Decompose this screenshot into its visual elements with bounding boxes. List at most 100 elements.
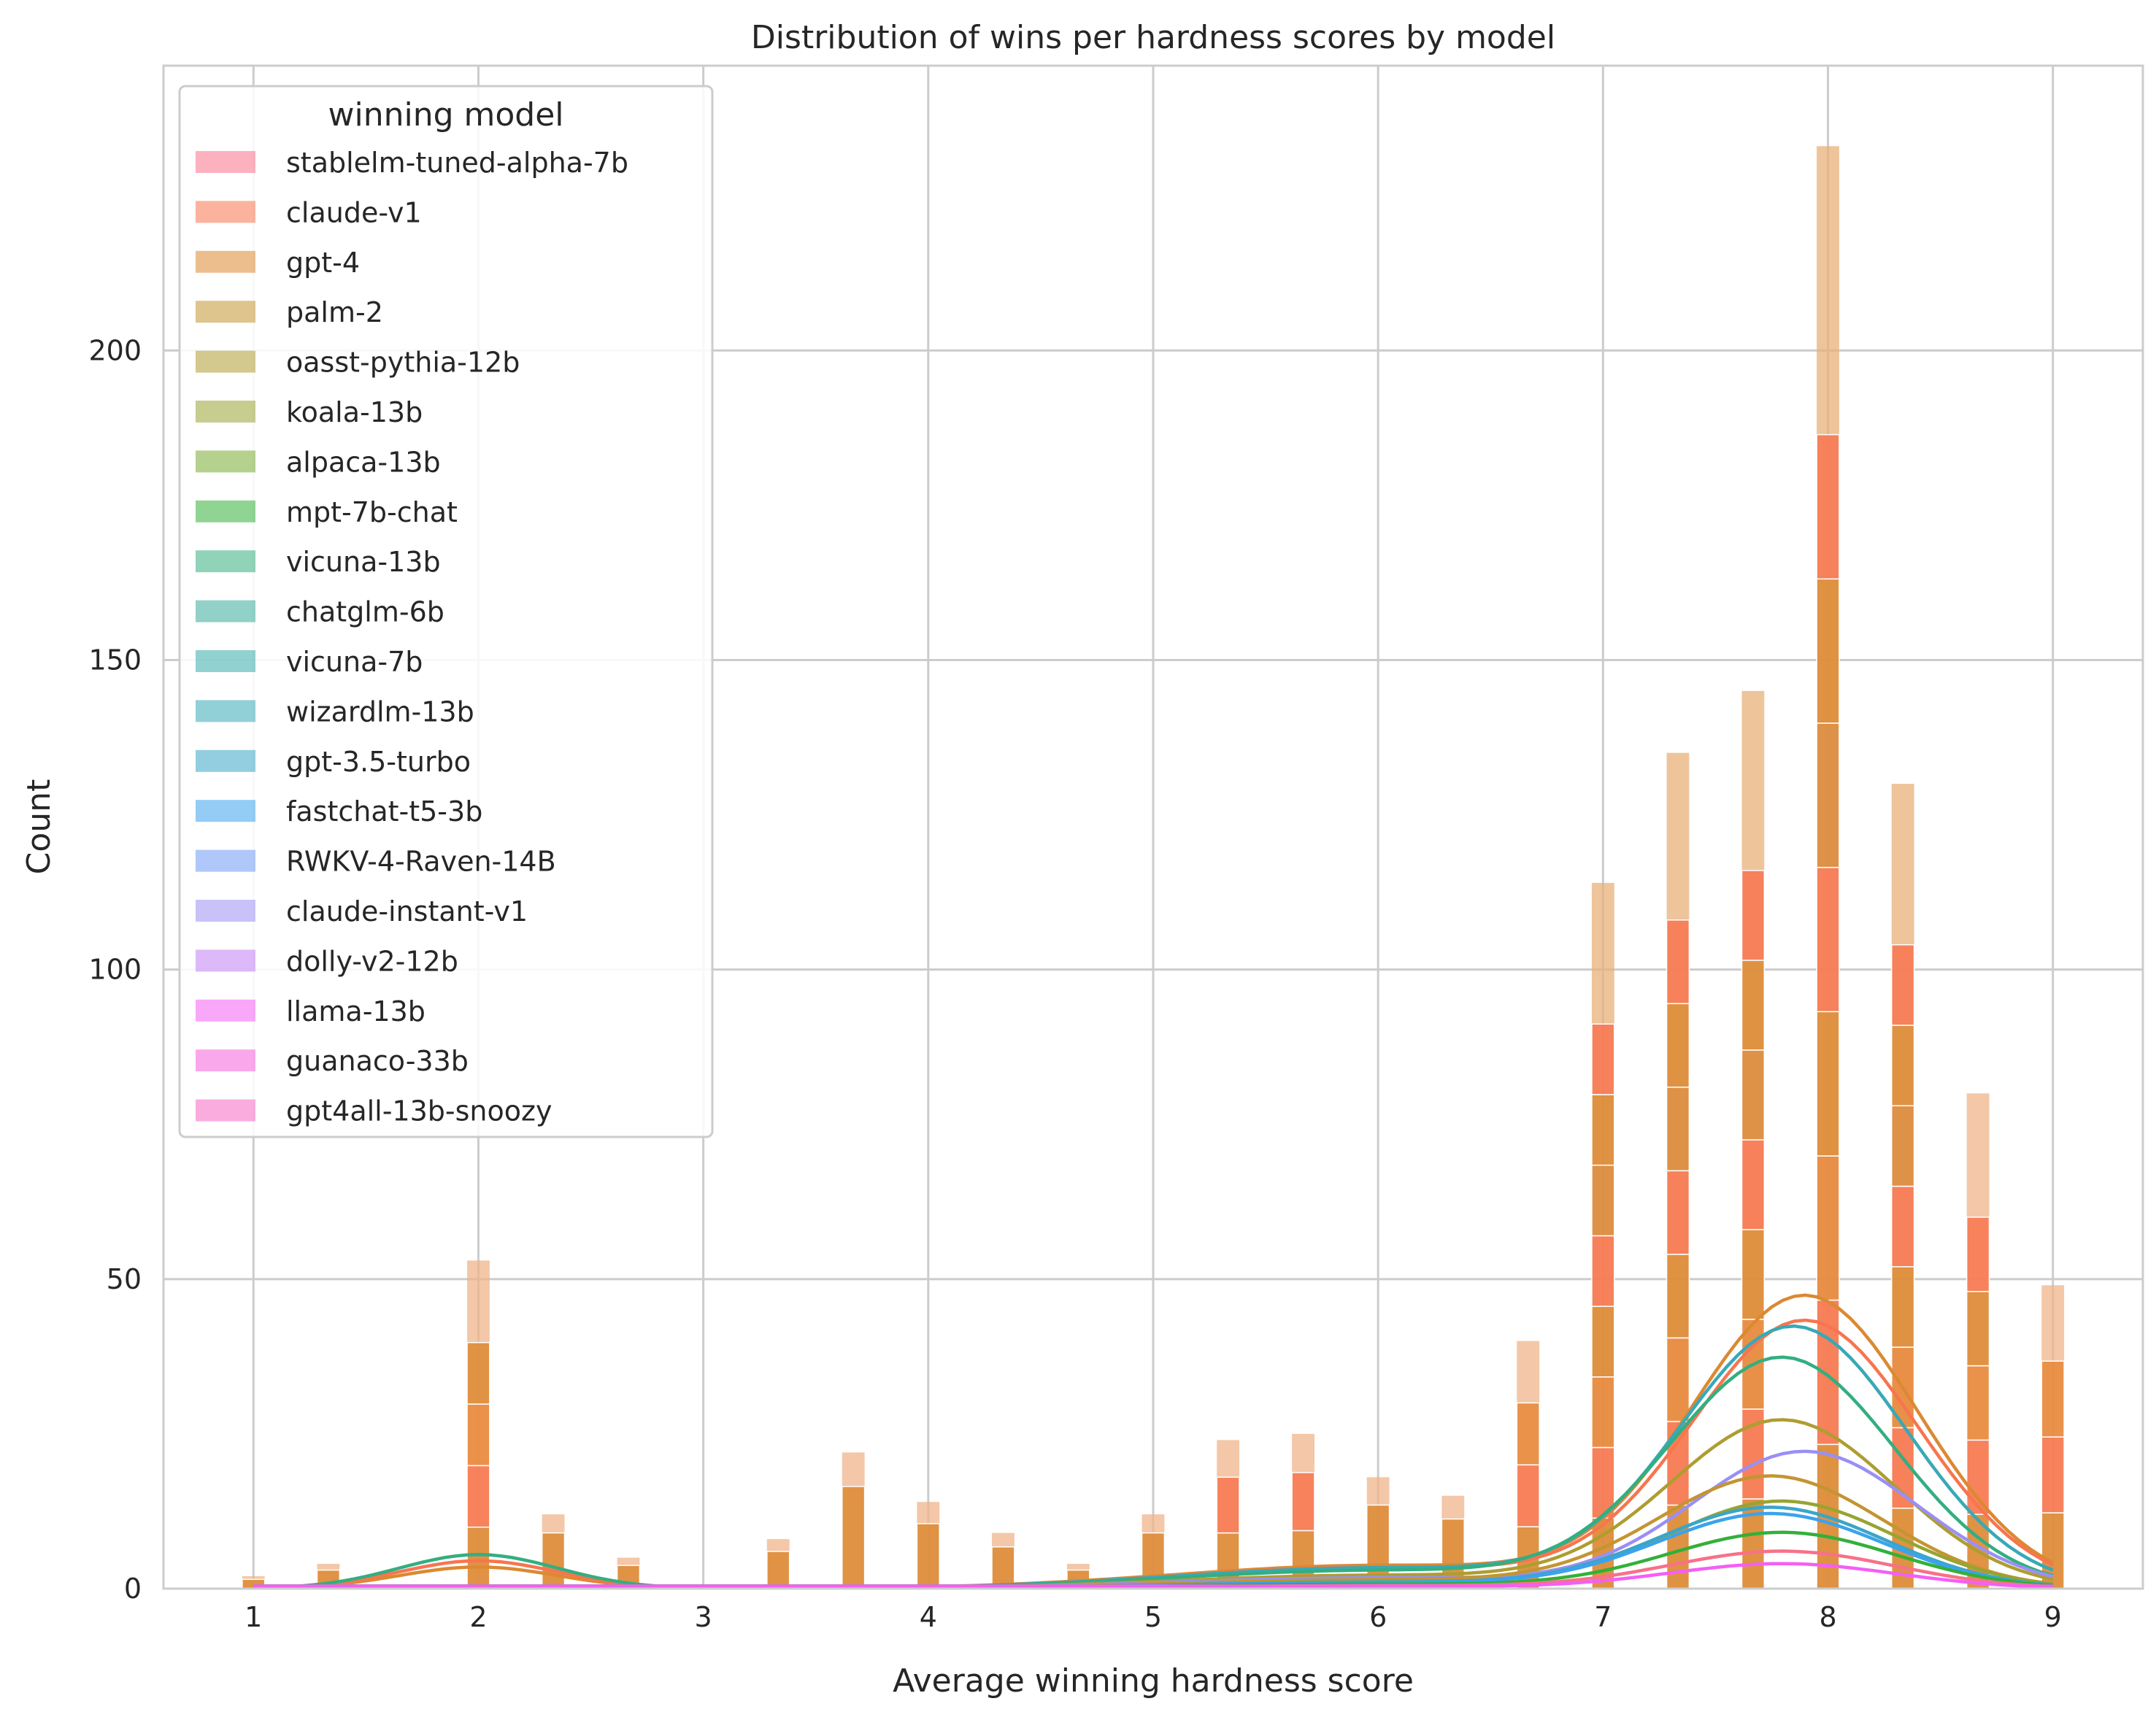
legend-label: koala-13b: [286, 396, 423, 428]
histogram-bar-segment: [1666, 1337, 1690, 1422]
histogram-bar-segment: [1966, 1365, 1990, 1441]
y-axis-label: Count: [20, 779, 58, 875]
histogram-bar-segment: [1966, 1291, 1990, 1367]
histogram-bar-segment: [1291, 1472, 1315, 1532]
x-tick-label: 4: [920, 1601, 937, 1633]
histogram-bar-segment: [1216, 1476, 1240, 1534]
y-tick-label: 0: [124, 1573, 142, 1605]
legend-label: stablelm-tuned-alpha-7b: [286, 147, 628, 179]
legend-swatch: [196, 550, 255, 573]
legend-label: gpt-4: [286, 247, 360, 279]
x-tick-label: 9: [2044, 1601, 2062, 1633]
y-tick-label: 100: [88, 954, 142, 986]
histogram-bar-segment: [1666, 1170, 1690, 1255]
histogram-bar-segment: [766, 1551, 790, 1589]
x-tick-label: 5: [1144, 1601, 1162, 1633]
histogram-bar-segment: [466, 1526, 490, 1589]
chart-title: Distribution of wins per hardness scores…: [751, 19, 1555, 56]
legend-swatch: [196, 1049, 255, 1072]
legend-swatch: [196, 849, 255, 872]
histogram-bar-segment: [1741, 1049, 1766, 1141]
legend-label: llama-13b: [286, 995, 426, 1027]
kde-curves: [253, 1293, 2054, 1588]
histogram-bar-segment: [842, 1486, 866, 1589]
legend-swatch: [196, 1099, 255, 1122]
histogram-bar-segment: [1591, 1235, 1615, 1307]
histogram-bar-segment: [991, 1546, 1015, 1589]
legend-swatch: [196, 201, 255, 223]
histogram-bar-segment: [1666, 1254, 1690, 1339]
legend-label: palm-2: [286, 296, 383, 328]
histogram-bar-segment: [1591, 1094, 1615, 1166]
histogram-bar-segment: [466, 1465, 490, 1528]
legend-swatch: [196, 800, 255, 822]
legend-swatch: [196, 700, 255, 722]
histogram-bar-segment: [1741, 960, 1766, 1051]
legend-label: chatglm-6b: [286, 596, 444, 628]
histogram-bar-segment: [2041, 1360, 2065, 1438]
legend-label: fastchat-t5-3b: [286, 795, 482, 828]
histogram-bar-segment: [1741, 1229, 1766, 1320]
legend-label: wizardlm-13b: [286, 695, 474, 728]
histogram-bar-segment: [1891, 1105, 1915, 1187]
histogram-bar-segment: [466, 1342, 490, 1405]
histogram-bar-segment: [1516, 1402, 1540, 1466]
histogram-bar-segment: [2041, 1436, 2065, 1513]
legend-label: gpt4all-13b-snoozy: [286, 1095, 552, 1127]
histogram-bar-segment: [1816, 1011, 1840, 1157]
histogram-bar-segment: [1666, 919, 1690, 1005]
histogram-bar-segment: [1891, 1025, 1915, 1107]
legend-swatch: [196, 151, 255, 173]
legend-title: winning model: [328, 96, 563, 134]
legend-label: vicuna-7b: [286, 646, 423, 678]
kde-curve: [253, 1355, 2054, 1588]
histogram-bar-segment: [1966, 1439, 1990, 1515]
x-tick-label: 1: [245, 1601, 262, 1633]
histogram-bar-segment: [1591, 1164, 1615, 1237]
legend-swatch: [196, 500, 255, 522]
legend-label: guanaco-33b: [286, 1045, 469, 1077]
histogram-bar-segment: [1591, 1023, 1615, 1095]
legend-frame: [178, 85, 714, 1138]
histogram-bars: [242, 146, 2065, 1589]
legend-swatch: [196, 301, 255, 323]
legend-swatch: [196, 600, 255, 622]
histogram-bar-segment: [1666, 1087, 1690, 1172]
y-tick-label: 200: [88, 334, 142, 366]
histogram-bar-segment: [1741, 870, 1766, 961]
x-tick-label: 8: [1819, 1601, 1836, 1633]
legend-label: dolly-v2-12b: [286, 945, 458, 977]
histogram-bar-segment: [1816, 866, 1840, 1013]
legend-swatch: [196, 350, 255, 373]
legend-label: mpt-7b-chat: [286, 496, 458, 528]
legend-swatch: [196, 999, 255, 1022]
histogram-bar-segment: [1891, 1185, 1915, 1268]
x-tick-label: 6: [1369, 1601, 1387, 1633]
histogram-bar-segment: [1816, 578, 1840, 724]
legend-swatch: [196, 900, 255, 922]
y-tick-label: 50: [107, 1263, 142, 1295]
x-tick-label: 3: [695, 1601, 712, 1633]
histogram-bar-segment: [1891, 944, 1915, 1026]
legend-label: claude-v1: [286, 196, 422, 228]
y-axis-ticks: 0 50 100 150 200: [88, 334, 142, 1605]
histogram-bar-segment: [466, 1403, 490, 1467]
x-axis-ticks: 1 2 3 4 5 6 7 8 9: [245, 1601, 2062, 1633]
histogram-bar-segment: [1816, 722, 1840, 868]
histogram-bar-segment: [1891, 1266, 1915, 1348]
histogram-bar-segment: [1816, 1155, 1840, 1301]
legend-swatch: [196, 401, 255, 423]
x-tick-label: 2: [469, 1601, 487, 1633]
histogram-bar-segment: [1666, 1003, 1690, 1088]
legend-swatch: [196, 949, 255, 972]
legend-label: RWKV-4-Raven-14B: [286, 846, 556, 878]
legend: winning model stablelm-tuned-alpha-7b cla…: [178, 85, 714, 1138]
y-tick-label: 150: [88, 644, 142, 676]
histogram-bar-segment: [1966, 1216, 1990, 1292]
histogram-bar-segment: [1516, 1464, 1540, 1527]
histogram-bar-segment: [1591, 1306, 1615, 1378]
histogram-bar-segment: [541, 1532, 566, 1589]
legend-label: alpaca-13b: [286, 446, 441, 478]
plot-frame: [162, 64, 2144, 1590]
